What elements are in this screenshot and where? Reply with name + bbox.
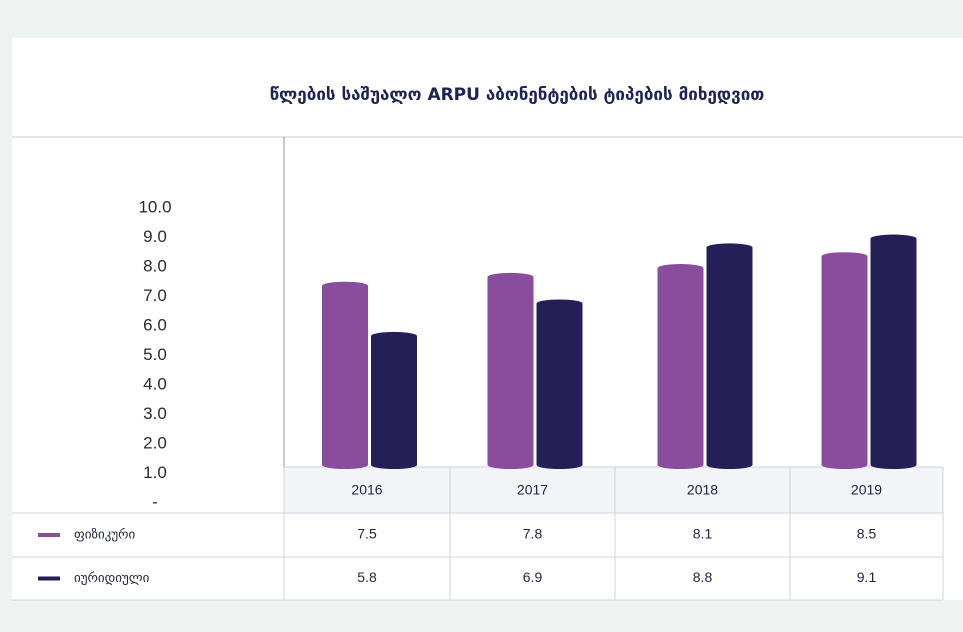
legend-label: იურიდიული: [74, 571, 150, 586]
x-tick-label: 2016: [351, 482, 382, 498]
y-tick-label: 5.0: [143, 345, 167, 364]
bar: [821, 252, 868, 469]
chart-title: წლების საშუალო ARPU აბონენტების ტიპების …: [270, 85, 765, 105]
y-tick-label: 2.0: [143, 433, 167, 452]
x-tick-label: 2018: [687, 482, 718, 498]
bar: [371, 331, 417, 469]
bar: [487, 272, 534, 469]
x-tick-label: 2017: [517, 482, 548, 498]
table-value: 6.9: [523, 569, 543, 585]
y-tick-label: 9.0: [143, 227, 167, 246]
y-tick-label: 7.0: [143, 286, 167, 305]
bar: [657, 264, 704, 469]
table-value: 7.5: [357, 526, 377, 542]
legend-swatch: [38, 576, 60, 581]
x-tick-label: 2019: [851, 482, 882, 498]
table-value: 8.1: [693, 526, 713, 542]
y-tick-label: 4.0: [143, 374, 167, 393]
bar: [322, 281, 368, 469]
y-tick-label: 8.0: [143, 256, 167, 275]
y-tick-label: -: [152, 492, 158, 511]
bar: [870, 234, 917, 469]
table-value: 7.8: [523, 526, 543, 542]
y-tick-label: 6.0: [143, 315, 167, 334]
bar: [536, 299, 583, 469]
table-value: 8.5: [857, 526, 877, 542]
table-value: 5.8: [357, 569, 377, 585]
table-header-bg: [284, 467, 943, 513]
table-value: 9.1: [857, 569, 877, 585]
table-value: 8.8: [693, 569, 713, 585]
legend-label: ფიზიკური: [74, 528, 135, 543]
y-tick-label: 3.0: [143, 404, 167, 423]
legend-swatch: [38, 533, 60, 537]
bar: [706, 243, 753, 469]
y-tick-label: 1.0: [143, 463, 167, 482]
y-tick-label: 10.0: [138, 197, 171, 216]
